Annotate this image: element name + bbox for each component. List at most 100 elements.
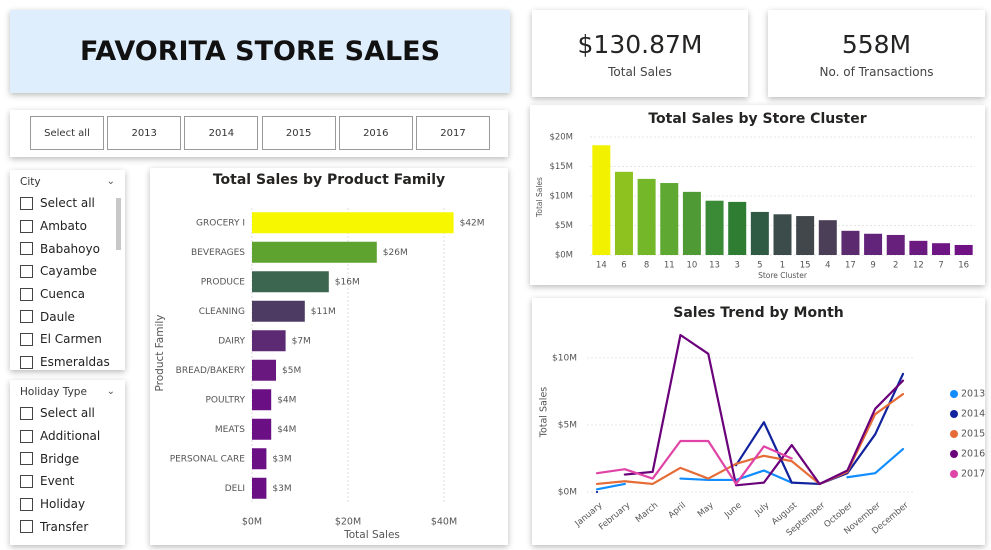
legend-label[interactable]: 2016 [961,449,985,460]
x-tick-label: 3 [734,261,739,271]
checkbox[interactable] [20,452,33,466]
y-axis-label: Total Sales [539,387,550,439]
legend-swatch[interactable] [950,470,958,478]
bar [252,418,272,440]
slicer-option[interactable]: Babahoyo [20,237,125,260]
slicer-option[interactable]: Select all [20,402,125,425]
kpi-label: Total Sales [608,65,672,79]
year-button[interactable]: 2013 [107,116,182,150]
title-card: FAVORITA STORE SALES [10,10,510,93]
checkbox[interactable] [20,196,33,210]
line-series [595,439,793,486]
y-tick-label: POULTRY [205,395,245,405]
year-button[interactable]: Select all [30,116,104,150]
bar [252,477,267,499]
checkbox[interactable] [20,429,33,443]
checkbox[interactable] [20,264,33,278]
checkbox[interactable] [20,406,33,420]
slicer-option[interactable]: Ambato [20,215,125,238]
checkbox[interactable] [20,310,33,324]
bar [818,220,837,255]
legend-swatch[interactable] [950,390,958,398]
slicer-option[interactable]: Bridge [20,447,125,470]
checkbox[interactable] [20,219,33,233]
x-tick-label: $40M [431,517,457,528]
y-tick-label: $20M [549,133,573,143]
chevron[interactable]: ⌄ [106,386,115,397]
slicer-option[interactable]: Esmeraldas [20,351,125,374]
option-label: Additional [40,429,101,444]
slicer-title: City [20,176,41,188]
checkbox[interactable] [20,242,33,256]
y-tick-label: $0M [558,488,577,498]
bar [252,241,377,263]
bar [954,244,973,255]
slicer-option[interactable]: Cuenca [20,283,125,306]
checkbox[interactable] [20,355,33,369]
x-tick-label: 11 [664,261,675,271]
year-button[interactable]: 2015 [261,116,336,150]
chart-card: Total Sales by Store Cluster $0M $5M $10M $1… [530,105,985,285]
x-tick-label: 10 [686,261,697,271]
chevron[interactable]: ⌄ [106,176,115,187]
option-label: Bridge [40,451,80,466]
year-button[interactable]: 2017 [416,116,490,150]
legend-label[interactable]: 2014 [961,409,985,420]
scrollbar[interactable] [116,198,121,250]
slicer-option[interactable]: Transfer [20,515,125,538]
slicer-option[interactable]: Additional [20,425,125,448]
bar [796,216,815,255]
slicer-option[interactable]: Event [20,470,125,493]
x-tick-label: 1 [780,261,785,271]
legend-label[interactable]: 2015 [961,429,985,440]
button-label: Select all [44,127,90,139]
option-label: El Carmen [40,332,102,347]
legend-label[interactable]: 2013 [961,389,985,400]
slicer-option[interactable]: Cayambe [20,260,125,283]
x-tick-label: 15 [800,261,811,271]
button-label: 2017 [440,127,466,139]
y-tick-label: DELI [225,484,245,494]
data-label: $3M [272,484,291,494]
checkbox[interactable] [20,497,33,511]
x-tick-label: April [667,501,688,521]
bar [841,230,860,255]
y-tick-label: MEATS [215,425,245,435]
checkbox[interactable] [20,332,33,346]
option-label: Babahoyo [40,241,100,256]
y-tick-label: CLEANING [199,307,245,317]
bar [252,300,305,322]
slicer-option[interactable]: Select all [20,192,125,215]
x-tick-label: February [597,501,632,533]
year-button[interactable]: 2014 [184,116,259,150]
checkbox[interactable] [20,520,33,534]
legend-swatch[interactable] [950,430,958,438]
option-label: Ambato [40,219,87,234]
y-tick-label: BEVERAGES [191,248,245,258]
y-tick-label: PERSONAL CARE [170,454,246,464]
data-label: $26M [383,248,408,258]
x-tick-label: $0M [242,517,262,528]
slicer-option[interactable]: El Carmen [20,328,125,351]
data-label: $11M [311,307,336,317]
holiday-slicer: Holiday Type ⌄ Select all Additional Bridg… [10,380,125,545]
legend-swatch[interactable] [950,410,958,418]
line-series [623,333,905,487]
option-label: Holiday [40,497,86,512]
slicer-option[interactable]: Holiday [20,493,125,516]
button-label: 2015 [285,127,312,139]
bar [637,178,656,255]
slicer-option[interactable]: Daule [20,305,125,328]
legend-label[interactable]: 2017 [961,469,985,480]
option-label: Select all [40,196,95,211]
checkbox[interactable] [20,287,33,301]
legend-swatch[interactable] [950,450,958,458]
checkbox[interactable] [20,474,33,488]
dashboard-title: FAVORITA STORE SALES [79,36,441,67]
y-tick-label: $15M [549,162,573,172]
chart: Total Sales by Store Cluster $0M $5M $10M $1… [535,111,975,280]
y-tick-label: $5M [558,420,577,430]
data-label: $42M [460,218,485,228]
slicer-title: Holiday Type [20,386,87,398]
year-button[interactable]: 2016 [338,116,413,150]
